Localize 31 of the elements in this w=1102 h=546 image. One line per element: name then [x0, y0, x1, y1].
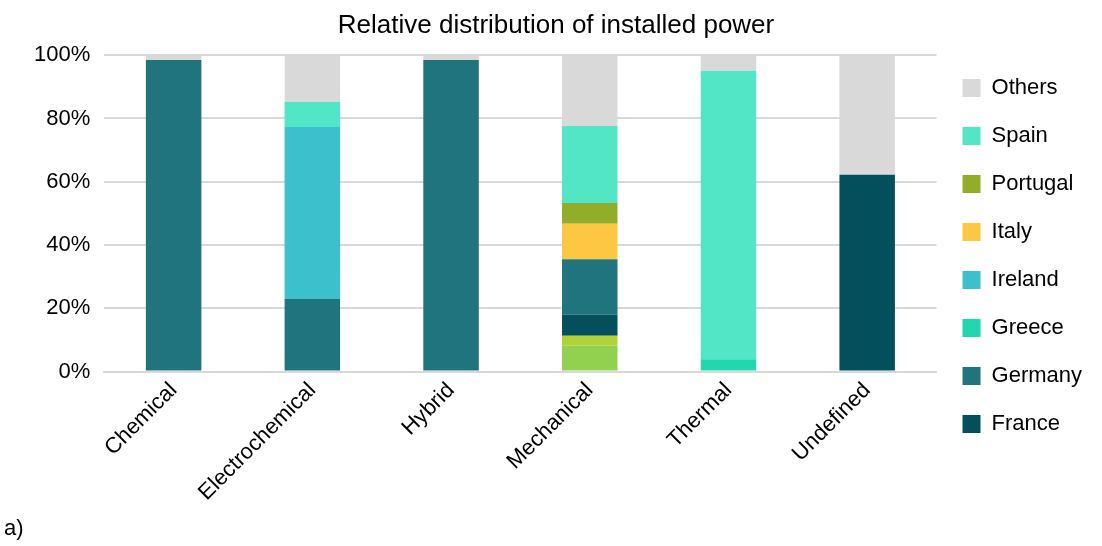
- y-tick-label: 0%: [58, 357, 91, 383]
- bar: [700, 359, 757, 371]
- bar: [562, 345, 618, 371]
- legend-label: Germany: [991, 362, 1083, 388]
- bar: [562, 335, 618, 346]
- bar: [562, 223, 618, 260]
- text: a): [4, 515, 24, 541]
- y-tick-label: 60%: [46, 167, 91, 193]
- legend-label: Others: [991, 74, 1058, 100]
- bar: [700, 70, 757, 360]
- bar: [284, 127, 341, 300]
- bar: [562, 126, 618, 203]
- legend-label: France: [991, 410, 1061, 436]
- y-tick-label: 80%: [46, 104, 91, 130]
- legend-label: Portugal: [991, 170, 1074, 196]
- bar: [145, 59, 202, 371]
- bar: [423, 59, 479, 371]
- legend-label: Italy: [991, 218, 1032, 244]
- y-tick-label: 20%: [46, 294, 91, 320]
- bar: [284, 299, 341, 371]
- legend-label: Greece: [991, 314, 1064, 340]
- bar: [839, 174, 895, 371]
- bar: [284, 101, 341, 128]
- bar: [562, 314, 618, 336]
- chart-title: Relative distribution of installed power: [337, 8, 775, 39]
- legend-label: Ireland: [991, 266, 1059, 292]
- y-tick-label: 40%: [46, 231, 91, 257]
- y-tick-label: 100%: [33, 41, 91, 67]
- bar: [562, 202, 618, 224]
- bar: [562, 259, 618, 315]
- legend-label: Spain: [991, 122, 1048, 148]
